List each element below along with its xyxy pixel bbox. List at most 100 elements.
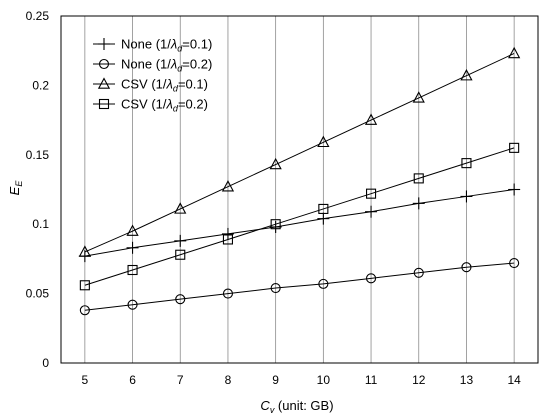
x-tick-label: 5 (82, 373, 89, 387)
data-point-triangle (460, 69, 473, 81)
data-point-plus (174, 234, 187, 247)
data-point-triangle (126, 224, 139, 236)
data-point-plus (412, 197, 425, 210)
plot-frame (60, 15, 539, 364)
data-point-square (318, 203, 329, 214)
data-point-plus (221, 227, 234, 240)
x-axis-label-sub: v (270, 405, 275, 415)
x-axis-label-main: C (260, 398, 270, 413)
data-point-plus (460, 190, 473, 203)
y-axis-label-main: E (7, 186, 22, 195)
data-point-square (127, 264, 138, 276)
data-point-circle (509, 258, 520, 269)
y-tick-label: 0.1 (32, 217, 49, 231)
legend-item-square: CSV (1/λd=0.2) (93, 97, 208, 114)
x-tick-label: 14 (507, 373, 521, 387)
legend-label-prefix: CSV (1/ (121, 97, 167, 112)
data-point-square (461, 158, 472, 169)
data-point-circle (318, 278, 329, 289)
x-tick-label: 6 (129, 373, 136, 387)
data-point-square (270, 219, 281, 230)
legend-label-symbol: λ (170, 37, 177, 52)
series-line-plus (84, 189, 515, 257)
legend-label-symbol: λ (170, 57, 177, 72)
data-point-triangle (221, 180, 235, 192)
x-axis-label-suffix: (unit: GB) (274, 398, 333, 413)
series-layer (78, 46, 521, 316)
legend-label-sub: d (177, 64, 183, 74)
series-circle (79, 258, 520, 316)
data-point-square (175, 249, 186, 260)
x-tick-label: 8 (225, 373, 232, 387)
series-line-square (84, 147, 515, 286)
y-tick-label: 0 (42, 356, 49, 370)
legend-item-plus: None (1/λd=0.1) (93, 37, 212, 54)
legend-label-square: CSV (1/λd=0.2) (121, 97, 208, 114)
y-axis-label-sub: E (14, 180, 24, 187)
legend-label-sub: d (173, 84, 179, 94)
y-tick-label: 0.25 (26, 9, 50, 23)
x-tick-label: 13 (460, 373, 474, 387)
legend: None (1/λd=0.1)None (1/λd=0.2)CSV (1/λd=… (93, 37, 212, 114)
data-point-plus (317, 212, 330, 225)
data-point-circle (461, 262, 472, 273)
data-point-triangle (317, 135, 330, 148)
legend-marker-plus (98, 38, 110, 50)
x-tick-label: 10 (317, 373, 331, 387)
legend-marker-square (98, 98, 110, 110)
data-point-triangle (508, 46, 521, 59)
data-point-triangle (364, 113, 378, 125)
y-tick-label: 0.15 (26, 148, 50, 162)
data-point-circle (413, 267, 424, 278)
legend-label-symbol: λ (166, 77, 173, 92)
data-point-square (509, 142, 520, 153)
legend-label-suffix: =0.1) (178, 77, 208, 92)
data-point-square (413, 173, 424, 184)
y-axis-label: EE (7, 180, 24, 196)
series-line-circle (84, 262, 515, 311)
x-tick-label: 11 (365, 373, 378, 387)
data-point-circle (270, 282, 281, 294)
data-point-triangle (269, 157, 282, 170)
series-square (79, 142, 520, 291)
legend-label-circle: None (1/λd=0.2) (121, 57, 212, 74)
x-tick-label: 7 (177, 373, 184, 387)
series-triangle (78, 46, 521, 257)
x-tick-label: 12 (412, 373, 426, 387)
legend-label-prefix: CSV (1/ (121, 77, 167, 92)
data-point-plus (365, 205, 378, 218)
data-point-triangle (78, 245, 91, 257)
legend-label-suffix: =0.2) (178, 97, 208, 112)
legend-marker-triangle (97, 77, 111, 89)
data-point-triangle (174, 202, 187, 214)
series-line-triangle (84, 53, 515, 253)
legend-label-triangle: CSV (1/λd=0.1) (121, 77, 208, 94)
legend-label-suffix: =0.2) (182, 57, 212, 72)
data-point-circle (222, 288, 233, 299)
grid-layer (84, 16, 515, 363)
legend-label-sub: d (177, 44, 183, 54)
legend-label-symbol: λ (166, 97, 173, 112)
y-tick-labels: 0 0.05 0.1 0.15 0.2 0.25 (26, 9, 50, 370)
data-point-circle (365, 273, 377, 284)
data-point-square (79, 280, 90, 291)
data-point-plus (508, 183, 521, 196)
data-point-circle (79, 305, 90, 316)
legend-label-prefix: None (1/ (121, 37, 171, 52)
y-tick-label: 0.05 (26, 287, 50, 301)
legend-label-prefix: None (1/ (121, 57, 171, 72)
data-point-plus (126, 241, 139, 254)
legend-label-plus: None (1/λd=0.1) (121, 37, 212, 54)
legend-item-circle: None (1/λd=0.2) (93, 57, 212, 74)
legend-marker-circle (98, 58, 110, 70)
data-point-square (365, 188, 377, 199)
data-point-circle (175, 294, 186, 305)
data-point-circle (127, 299, 138, 310)
data-point-triangle (412, 91, 425, 103)
legend-label-suffix: =0.1) (182, 37, 212, 52)
y-tick-label: 0.2 (32, 78, 49, 92)
x-axis-label: Cv (unit: GB) (260, 398, 333, 415)
legend-item-triangle: CSV (1/λd=0.1) (93, 77, 208, 94)
